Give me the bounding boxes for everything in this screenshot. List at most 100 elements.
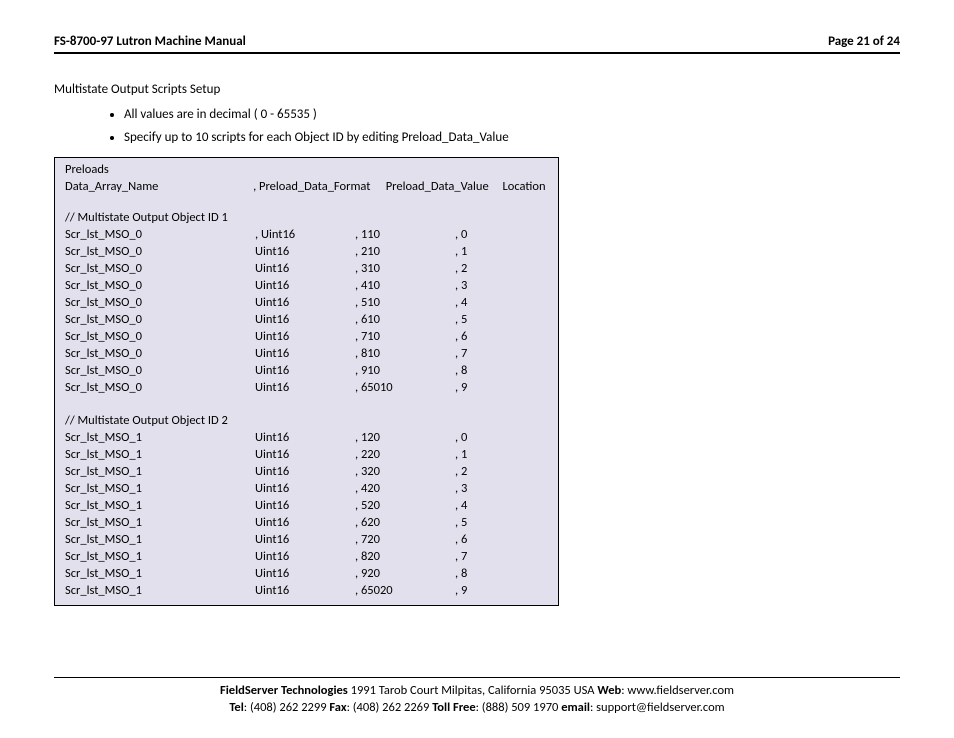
group-gap [65,396,552,413]
bullet-list: All values are in decimal ( 0 - 65535 ) … [124,103,900,149]
footer-fax-label: Fax [329,700,346,715]
cell-format: Uint16 [255,514,355,531]
cell-value: , 510 [355,294,455,311]
table-row: Scr_lst_MSO_0Uint16, 610, 5 [65,311,552,328]
cell-format: Uint16 [255,379,355,396]
table-row: Scr_lst_MSO_1Uint16, 65020, 9 [65,582,552,599]
cell-value: , 310 [355,260,455,277]
cell-format: Uint16 [255,565,355,582]
cell-value: , 620 [355,514,455,531]
cell-location: , 6 [455,328,485,345]
page-footer: FieldServer Technologies 1991 Tarob Cour… [0,677,954,716]
table-row: Scr_lst_MSO_1Uint16, 620, 5 [65,514,552,531]
cell-name: Scr_lst_MSO_1 [65,565,255,582]
cell-value: , 910 [355,362,455,379]
cell-location: , 0 [455,429,485,446]
cell-value: , 210 [355,243,455,260]
footer-company: FieldServer Technologies [220,683,348,698]
table-row: Scr_lst_MSO_0, Uint16, 110, 0 [65,226,552,243]
page-header: FS-8700-97 Lutron Machine Manual Page 21… [54,34,900,54]
cell-name: Scr_lst_MSO_0 [65,226,255,243]
table-row: Scr_lst_MSO_0Uint16, 710, 6 [65,328,552,345]
cell-format: Uint16 [255,294,355,311]
cell-format: Uint16 [255,531,355,548]
cell-name: Scr_lst_MSO_0 [65,311,255,328]
cell-format: Uint16 [255,548,355,565]
cell-location: , 2 [455,463,485,480]
cell-value: , 65020 [355,582,455,599]
section-title: Multistate Output Scripts Setup [54,82,900,97]
table-row: Scr_lst_MSO_0Uint16, 510, 4 [65,294,552,311]
cell-location: , 0 [455,226,485,243]
footer-address: 1991 Tarob Court Milpitas, California 95… [348,683,598,698]
cell-value: , 820 [355,548,455,565]
cell-location: , 1 [455,243,485,260]
table-row: Scr_lst_MSO_1Uint16, 820, 7 [65,548,552,565]
cell-name: Scr_lst_MSO_1 [65,463,255,480]
groups-container: // Multistate Output Object ID 1Scr_lst_… [65,210,552,599]
table-row: Scr_lst_MSO_0Uint16, 810, 7 [65,345,552,362]
cell-location: , 7 [455,345,485,362]
cell-format: Uint16 [255,497,355,514]
table-row: Scr_lst_MSO_0Uint16, 410, 3 [65,277,552,294]
cell-location: , 9 [455,379,485,396]
cell-name: Scr_lst_MSO_0 [65,294,255,311]
cell-name: Scr_lst_MSO_0 [65,243,255,260]
cell-value: , 710 [355,328,455,345]
cell-format: , Uint16 [255,226,355,243]
table-row: Scr_lst_MSO_0Uint16, 910, 8 [65,362,552,379]
preloads-table: Preloads Data_Array_Name , Preload_Data_… [54,157,559,606]
cell-location: , 4 [455,497,485,514]
cell-location: , 5 [455,311,485,328]
cell-value: , 65010 [355,379,455,396]
page-number: Page 21 of 24 [828,34,900,49]
cell-name: Scr_lst_MSO_1 [65,480,255,497]
cell-format: Uint16 [255,429,355,446]
footer-tel-label: Tel [229,700,243,715]
cell-value: , 810 [355,345,455,362]
preloads-title: Preloads [65,162,552,177]
cell-location: , 3 [455,277,485,294]
cell-format: Uint16 [255,582,355,599]
cell-location: , 8 [455,565,485,582]
footer-tollfree-label: Toll Free [432,700,475,715]
cell-name: Scr_lst_MSO_0 [65,379,255,396]
cell-format: Uint16 [255,362,355,379]
cell-name: Scr_lst_MSO_1 [65,514,255,531]
table-row: Scr_lst_MSO_0Uint16, 65010, 9 [65,379,552,396]
footer-fax-value: : (408) 262 2269 [347,700,433,715]
cell-format: Uint16 [255,463,355,480]
group-label: // Multistate Output Object ID 2 [65,413,552,428]
cell-name: Scr_lst_MSO_1 [65,582,255,599]
cell-format: Uint16 [255,328,355,345]
cell-format: Uint16 [255,277,355,294]
cell-value: , 520 [355,497,455,514]
table-row: Scr_lst_MSO_1Uint16, 920, 8 [65,565,552,582]
cell-value: , 220 [355,446,455,463]
table-row: Scr_lst_MSO_1Uint16, 220, 1 [65,446,552,463]
col-header-value: Preload_Data_Value [386,179,503,194]
cell-format: Uint16 [255,446,355,463]
cell-name: Scr_lst_MSO_0 [65,260,255,277]
footer-web-label: Web [597,683,621,698]
cell-value: , 420 [355,480,455,497]
footer-web-value: : www.fieldserver.com [621,683,734,698]
cell-value: , 410 [355,277,455,294]
col-header-name: Data_Array_Name [65,179,253,194]
bullet-item: Specify up to 10 scripts for each Object… [124,126,900,149]
cell-name: Scr_lst_MSO_0 [65,328,255,345]
cell-format: Uint16 [255,480,355,497]
footer-tel-value: : (408) 262 2299 [244,700,330,715]
cell-name: Scr_lst_MSO_1 [65,548,255,565]
cell-name: Scr_lst_MSO_0 [65,345,255,362]
cell-format: Uint16 [255,260,355,277]
table-row: Scr_lst_MSO_0Uint16, 210, 1 [65,243,552,260]
table-row: Scr_lst_MSO_1Uint16, 520, 4 [65,497,552,514]
cell-location: , 7 [455,548,485,565]
document-page: FS-8700-97 Lutron Machine Manual Page 21… [0,0,954,606]
cell-value: , 110 [355,226,455,243]
col-header-location: Location [503,179,552,194]
column-headers-row: Data_Array_Name , Preload_Data_Format Pr… [65,179,552,194]
table-row: Scr_lst_MSO_1Uint16, 420, 3 [65,480,552,497]
cell-location: , 2 [455,260,485,277]
